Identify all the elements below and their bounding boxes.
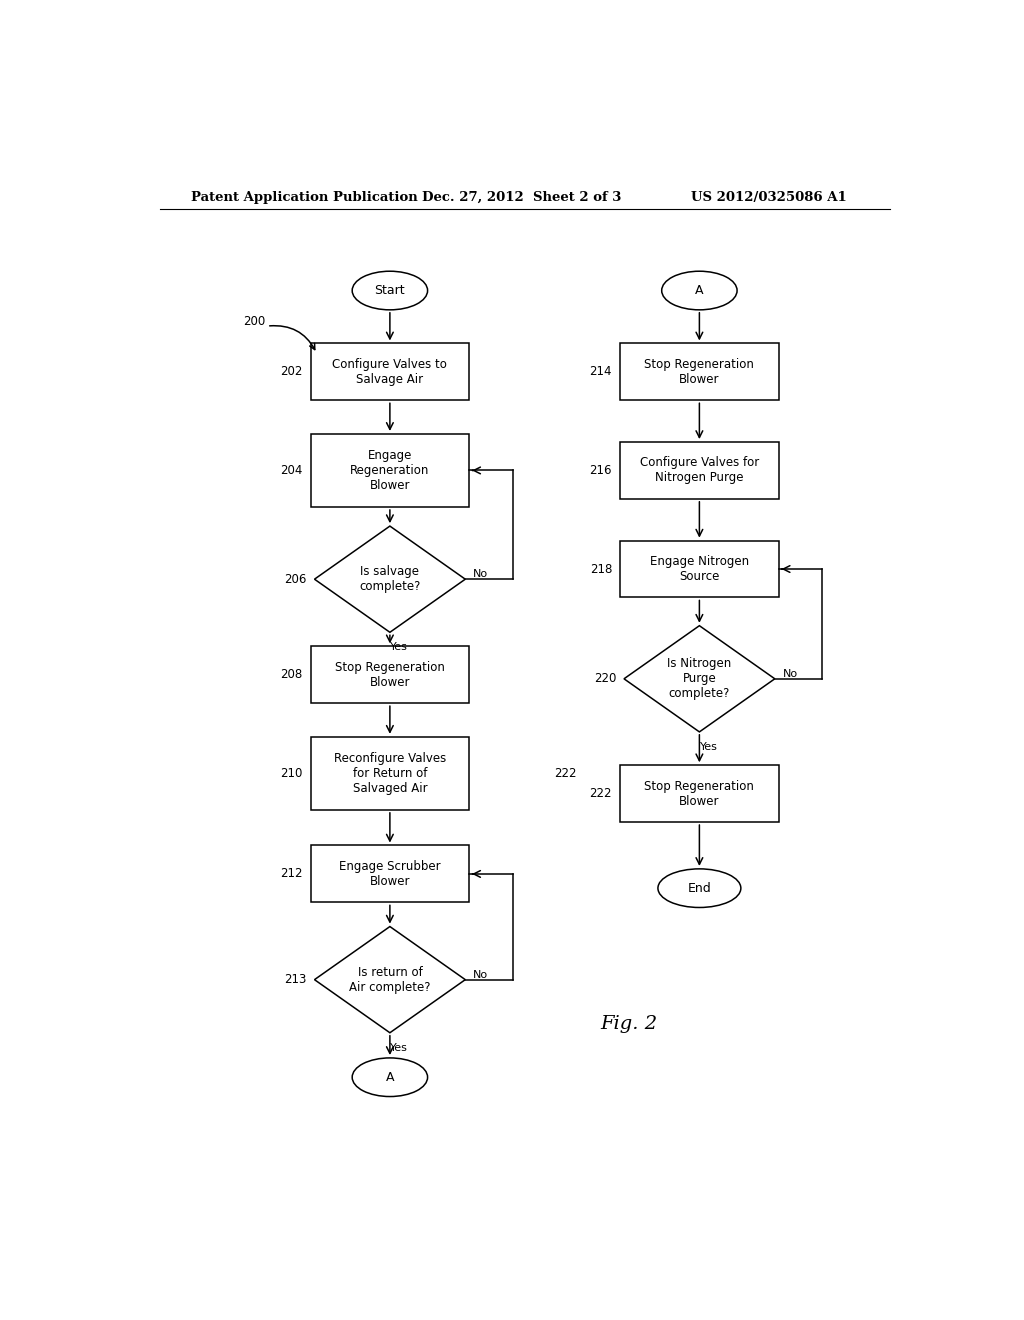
Text: 222: 222	[590, 787, 612, 800]
Text: Is Nitrogen
Purge
complete?: Is Nitrogen Purge complete?	[668, 657, 731, 701]
Text: 213: 213	[285, 973, 306, 986]
Polygon shape	[314, 527, 465, 632]
Text: 216: 216	[590, 463, 612, 477]
Text: Engage Nitrogen
Source: Engage Nitrogen Source	[650, 554, 749, 583]
Text: Configure Valves for
Nitrogen Purge: Configure Valves for Nitrogen Purge	[640, 457, 759, 484]
Text: Is salvage
complete?: Is salvage complete?	[359, 565, 421, 593]
Polygon shape	[314, 927, 465, 1032]
Text: Yes: Yes	[390, 1043, 409, 1053]
Text: Configure Valves to
Salvage Air: Configure Valves to Salvage Air	[333, 358, 447, 385]
Text: 218: 218	[590, 562, 612, 576]
Text: 208: 208	[281, 668, 303, 681]
Text: A: A	[386, 1071, 394, 1084]
Text: Patent Application Publication: Patent Application Publication	[191, 190, 418, 203]
Text: 220: 220	[594, 672, 616, 685]
FancyBboxPatch shape	[620, 442, 779, 499]
FancyBboxPatch shape	[620, 541, 779, 598]
FancyBboxPatch shape	[620, 343, 779, 400]
Text: 202: 202	[281, 366, 303, 379]
Text: Reconfigure Valves
for Return of
Salvaged Air: Reconfigure Valves for Return of Salvage…	[334, 752, 446, 795]
Text: 206: 206	[285, 573, 306, 586]
Text: Dec. 27, 2012  Sheet 2 of 3: Dec. 27, 2012 Sheet 2 of 3	[422, 190, 621, 203]
FancyBboxPatch shape	[310, 846, 469, 903]
Text: Start: Start	[375, 284, 406, 297]
Text: 204: 204	[281, 463, 303, 477]
Text: End: End	[687, 882, 712, 895]
FancyBboxPatch shape	[310, 647, 469, 704]
Text: No: No	[473, 569, 488, 579]
Text: Yes: Yes	[390, 643, 409, 652]
Text: Engage Scrubber
Blower: Engage Scrubber Blower	[339, 859, 440, 888]
Text: 200: 200	[243, 314, 265, 327]
Text: Stop Regeneration
Blower: Stop Regeneration Blower	[335, 661, 444, 689]
Text: A: A	[695, 284, 703, 297]
FancyBboxPatch shape	[620, 766, 779, 822]
Text: Is return of
Air complete?: Is return of Air complete?	[349, 966, 431, 994]
Text: 210: 210	[281, 767, 303, 780]
Text: US 2012/0325086 A1: US 2012/0325086 A1	[691, 190, 847, 203]
Ellipse shape	[352, 271, 428, 310]
Text: Stop Regeneration
Blower: Stop Regeneration Blower	[644, 780, 755, 808]
Ellipse shape	[352, 1057, 428, 1097]
Text: Fig. 2: Fig. 2	[600, 1015, 657, 1034]
Text: No: No	[473, 970, 488, 979]
Text: 212: 212	[281, 867, 303, 880]
FancyArrowPatch shape	[269, 326, 314, 350]
Polygon shape	[624, 626, 775, 731]
Ellipse shape	[658, 869, 740, 907]
FancyBboxPatch shape	[310, 434, 469, 507]
Ellipse shape	[662, 271, 737, 310]
Text: 214: 214	[590, 366, 612, 379]
Text: No: No	[782, 669, 798, 678]
Text: Engage
Regeneration
Blower: Engage Regeneration Blower	[350, 449, 430, 492]
Text: 222: 222	[554, 767, 577, 780]
Text: Yes: Yes	[700, 742, 718, 752]
FancyBboxPatch shape	[310, 737, 469, 810]
Text: Stop Regeneration
Blower: Stop Regeneration Blower	[644, 358, 755, 385]
FancyBboxPatch shape	[310, 343, 469, 400]
